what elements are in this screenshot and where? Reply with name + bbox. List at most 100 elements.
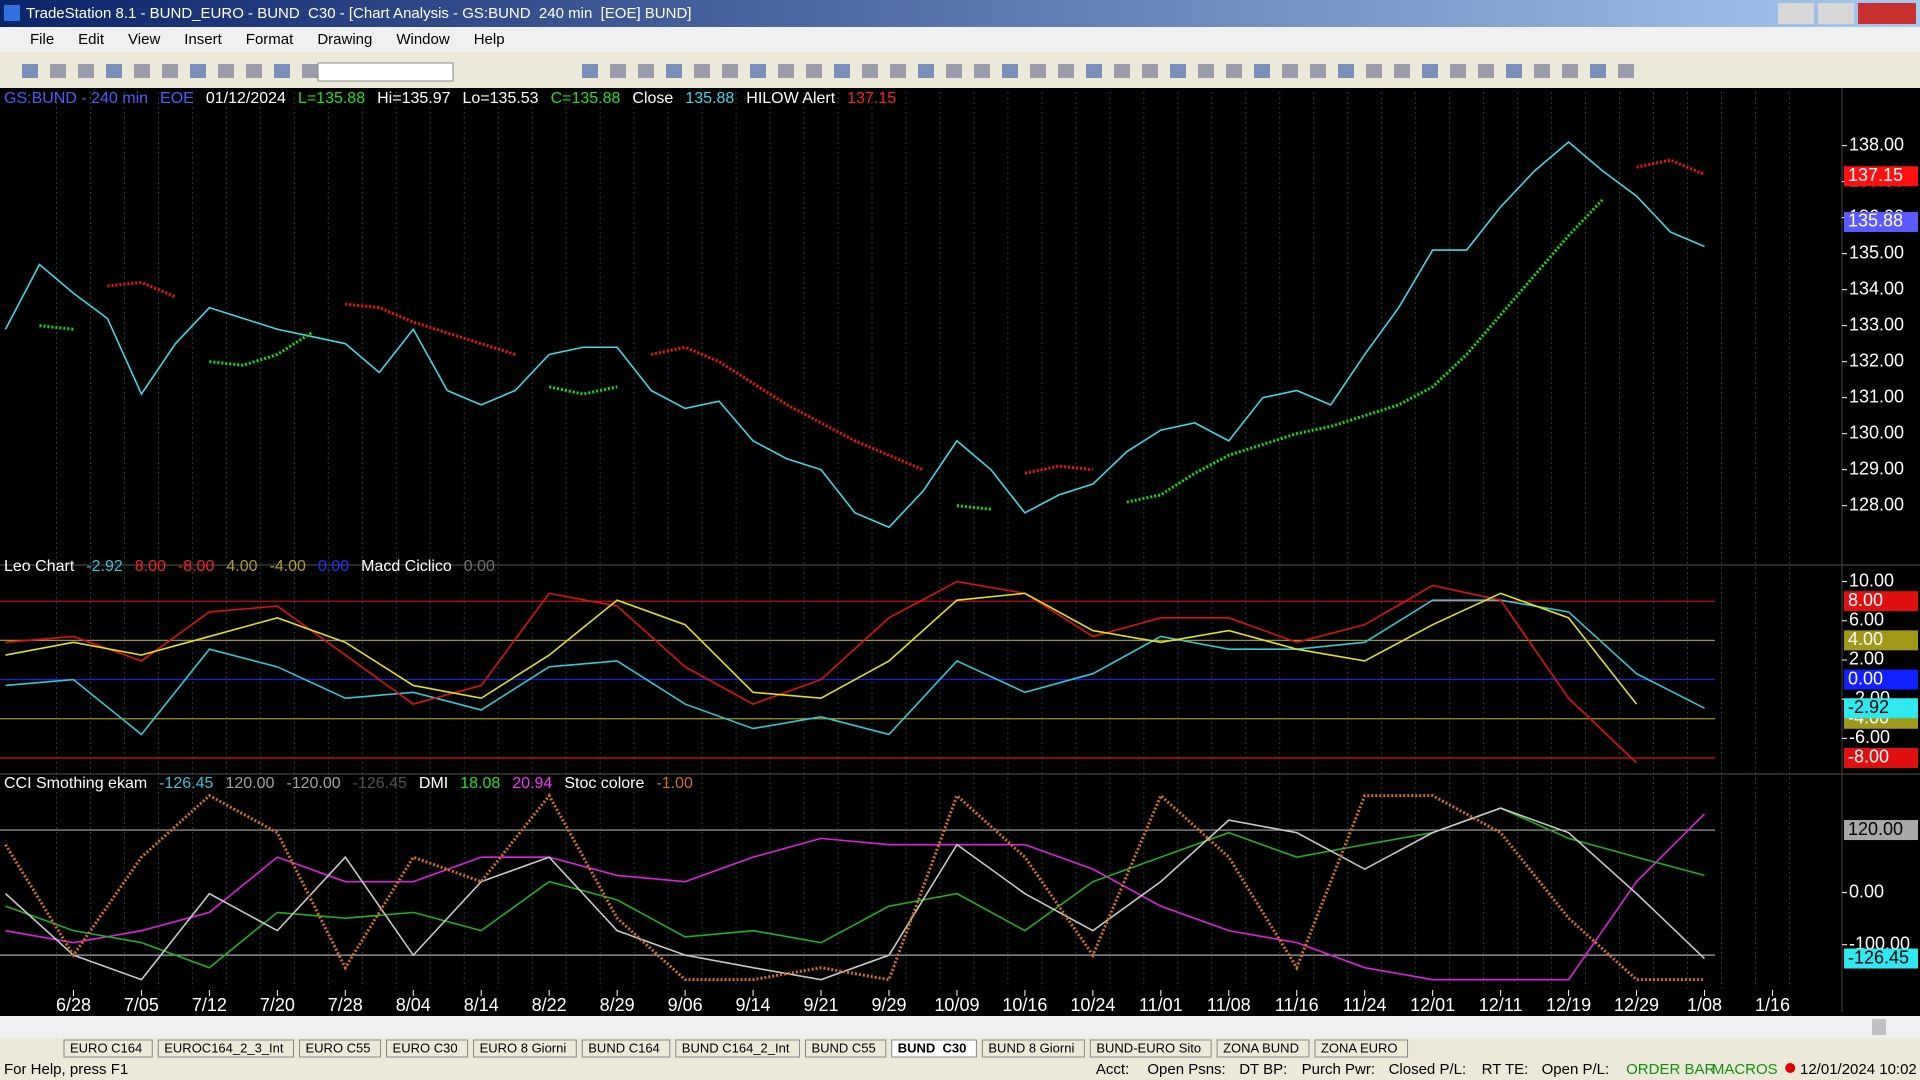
sheet-tab-label[interactable]: EURO C164	[70, 1040, 142, 1055]
toolbar-button[interactable]	[1086, 64, 1102, 78]
sheet-tab[interactable]	[675, 1039, 800, 1058]
toolbar-button[interactable]	[946, 64, 962, 78]
toolbar-button[interactable]	[162, 64, 178, 78]
status-field: RT TE:	[1482, 1061, 1529, 1078]
toolbar-button[interactable]	[1562, 64, 1578, 78]
close-button[interactable]	[1858, 3, 1916, 24]
sheet-tab-label[interactable]: EURO C55	[306, 1040, 371, 1055]
x-tick-label: 12/01	[1410, 995, 1455, 1015]
toolbar-button[interactable]	[834, 64, 850, 78]
toolbar-button[interactable]	[1254, 64, 1270, 78]
menu-item[interactable]: Edit	[78, 31, 105, 48]
toolbar-button[interactable]	[638, 64, 654, 78]
toolbar-button[interactable]	[862, 64, 878, 78]
toolbar-button[interactable]	[1422, 64, 1438, 78]
toolbar-button[interactable]	[1590, 64, 1606, 78]
toolbar-button[interactable]	[974, 64, 990, 78]
scrollbar[interactable]	[0, 1016, 1920, 1038]
menu-item[interactable]: Insert	[184, 31, 222, 48]
toolbar-button[interactable]	[218, 64, 234, 78]
toolbar-button[interactable]	[582, 64, 598, 78]
toolbar-button[interactable]	[1310, 64, 1326, 78]
toolbar-button[interactable]	[190, 64, 206, 78]
toolbar-button[interactable]	[50, 64, 66, 78]
menu-item[interactable]: Window	[396, 31, 450, 48]
toolbar-button[interactable]	[1478, 64, 1494, 78]
sheet-tab[interactable]	[473, 1039, 577, 1058]
series-line	[5, 592, 1638, 705]
sheet-tab[interactable]	[891, 1039, 977, 1058]
menu-item[interactable]: Help	[474, 31, 505, 48]
maximize-button[interactable]	[1818, 3, 1854, 24]
toolbar-button[interactable]	[78, 64, 94, 78]
toolbar-button[interactable]	[806, 64, 822, 78]
sheet-tab-label[interactable]: BUND 8 Giorni	[988, 1040, 1074, 1055]
sheet-tab-label[interactable]: BUND C164	[588, 1040, 660, 1055]
toolbar-button[interactable]	[1506, 64, 1522, 78]
toolbar-button[interactable]	[1618, 64, 1634, 78]
toolbar-button[interactable]	[1282, 64, 1298, 78]
menu-item[interactable]: Drawing	[317, 31, 372, 48]
toolbar-button[interactable]	[1002, 64, 1018, 78]
sheet-tab[interactable]	[1314, 1039, 1409, 1058]
toolbar-button[interactable]	[1170, 64, 1186, 78]
toolbar-button[interactable]	[1114, 64, 1130, 78]
toolbar-button[interactable]	[134, 64, 150, 78]
toolbar-button[interactable]	[1450, 64, 1466, 78]
toolbar-button[interactable]	[274, 64, 290, 78]
menu-item[interactable]: File	[30, 31, 54, 48]
toolbar-button[interactable]	[666, 64, 682, 78]
toolbar-button[interactable]	[22, 64, 38, 78]
toolbar-button[interactable]	[1030, 64, 1046, 78]
toolbar-button[interactable]	[610, 64, 626, 78]
sheet-tab[interactable]	[63, 1039, 153, 1058]
toolbar-button[interactable]	[1058, 64, 1074, 78]
y-tick-label: 2.00	[1849, 649, 1884, 669]
indicator-header: Close	[632, 90, 673, 107]
sheet-tab-label[interactable]: EURO 8 Giorni	[480, 1040, 567, 1055]
toolbar-button[interactable]	[1534, 64, 1550, 78]
toolbar-button[interactable]	[1338, 64, 1354, 78]
sheet-tab-label[interactable]: EURO C30	[393, 1040, 458, 1055]
sheet-tab-label[interactable]: BUND C30	[898, 1040, 967, 1055]
toolbar-button[interactable]	[1142, 64, 1158, 78]
toolbar-button[interactable]	[246, 64, 262, 78]
symbol-combo[interactable]	[317, 62, 454, 82]
sheet-tab[interactable]	[1089, 1039, 1212, 1058]
sheet-tab-label[interactable]: ZONA BUND	[1223, 1040, 1299, 1055]
y-tick-label: -6.00	[1849, 727, 1890, 747]
toolbar-button[interactable]	[722, 64, 738, 78]
menu-item[interactable]: Format	[246, 31, 294, 48]
toolbar-button[interactable]	[106, 64, 122, 78]
menu-item[interactable]: View	[128, 31, 160, 48]
sheet-tab[interactable]	[299, 1039, 382, 1058]
sheet-tab[interactable]	[804, 1039, 887, 1058]
indicator-header: L=135.88	[298, 90, 365, 107]
toolbar-button[interactable]	[1198, 64, 1214, 78]
axis-value-label: 120.00	[1848, 819, 1903, 839]
toolbar-button[interactable]	[1394, 64, 1410, 78]
sheet-tab[interactable]	[981, 1039, 1085, 1058]
x-tick-label: 8/14	[464, 995, 499, 1015]
sheet-tab-label[interactable]: BUND C164_2_Int	[682, 1040, 790, 1055]
sheet-tab-label[interactable]: EUROC164_2_3_Int	[164, 1040, 284, 1055]
toolbar-button[interactable]	[302, 64, 318, 78]
toolbar-button[interactable]	[750, 64, 766, 78]
toolbar-button[interactable]	[1366, 64, 1382, 78]
sheet-tab[interactable]	[386, 1039, 469, 1058]
scroll-thumb[interactable]	[1872, 1019, 1886, 1035]
sheet-tab[interactable]	[1216, 1039, 1310, 1058]
toolbar-button[interactable]	[694, 64, 710, 78]
minimize-button[interactable]	[1778, 3, 1814, 24]
indicator-header: EOE	[160, 90, 194, 107]
indicator-header: -126.45	[159, 775, 213, 792]
toolbar-button[interactable]	[778, 64, 794, 78]
sheet-tab-label[interactable]: ZONA EURO	[1321, 1040, 1398, 1055]
sheet-tab-label[interactable]: BUND C55	[811, 1040, 875, 1055]
sheet-tab[interactable]	[581, 1039, 671, 1058]
sheet-tab-label[interactable]: BUND-EURO Sito	[1096, 1040, 1201, 1055]
toolbar-button[interactable]	[890, 64, 906, 78]
toolbar-button[interactable]	[918, 64, 934, 78]
sheet-tab[interactable]	[157, 1039, 294, 1058]
toolbar-button[interactable]	[1226, 64, 1242, 78]
